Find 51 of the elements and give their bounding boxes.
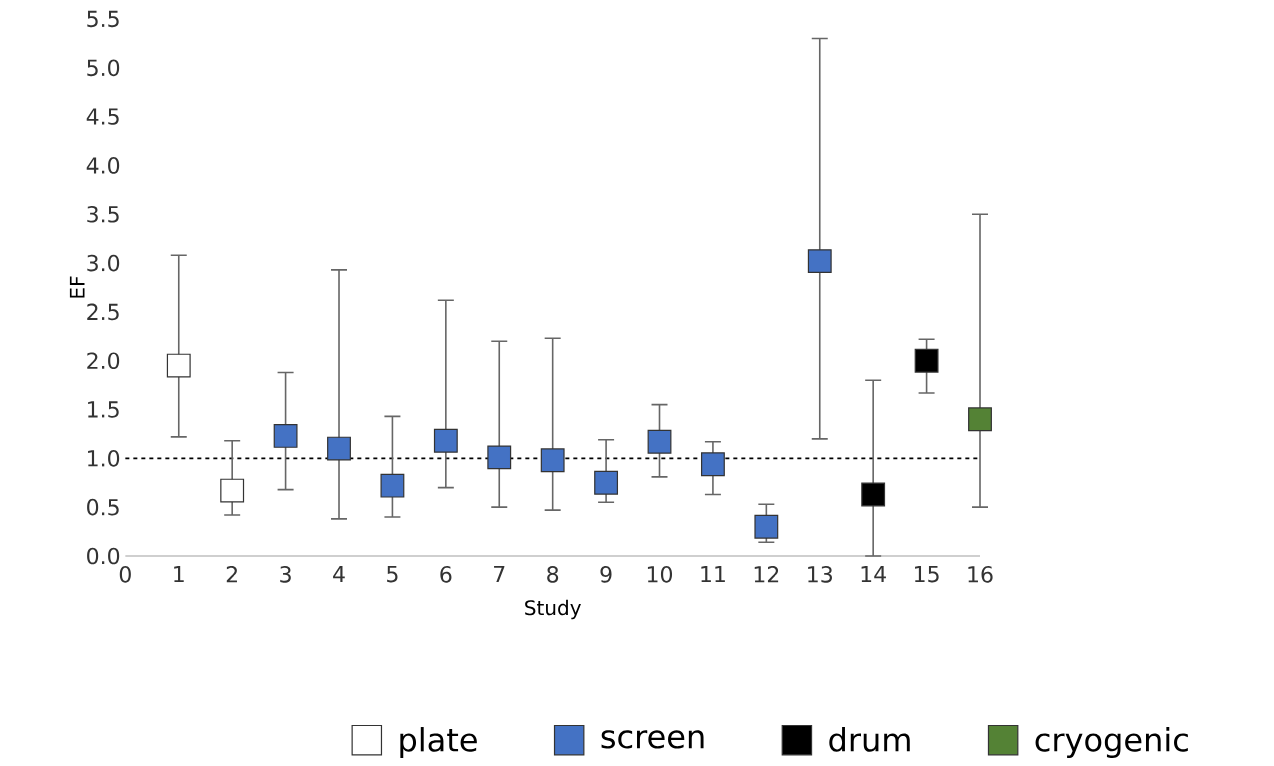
x-tick-label: 1: [174, 566, 184, 583]
y-tick-label: 1.5: [88, 401, 119, 418]
point: [700, 452, 725, 477]
point: [647, 429, 672, 454]
point: [487, 445, 512, 470]
x-tick-label: 4: [333, 566, 345, 583]
legend-label: plate: [400, 727, 477, 758]
x-tick-label: 11: [701, 566, 725, 583]
x-tick-label: 13: [808, 566, 832, 583]
point: [220, 478, 245, 503]
y-axis-title: EF: [69, 276, 85, 298]
point: [166, 353, 191, 378]
legend-label: screen: [601, 730, 704, 749]
y-tick-label: 2.5: [87, 303, 119, 321]
x-tick-label: 7: [494, 566, 505, 583]
x-tick-label: 2: [226, 566, 237, 583]
point: [540, 448, 565, 473]
x-tick-label: 14: [861, 566, 886, 583]
point: [327, 436, 351, 461]
point: [380, 473, 405, 498]
y-tick-label: 3.0: [87, 254, 120, 272]
point: [433, 428, 458, 453]
y-tick-label: 4.5: [86, 108, 119, 125]
legend-label: drum: [829, 727, 910, 752]
point: [914, 348, 939, 373]
y-tick-label: 5.5: [87, 10, 119, 28]
x-tick-label: 12: [754, 566, 779, 583]
x-tick-label: 0: [119, 566, 131, 583]
y-tick-label: 1.0: [88, 450, 120, 467]
point: [807, 249, 832, 274]
x-tick-label: 10: [647, 566, 673, 583]
x-axis-title: Study: [525, 599, 581, 620]
x-tick-label: 15: [915, 566, 939, 583]
x-tick-label: 8: [547, 566, 559, 583]
x-tick-label: 5: [387, 566, 398, 583]
legend-label: cryogenic: [1035, 727, 1188, 758]
y-tick-label: 3.5: [87, 205, 119, 223]
y-tick-label: 2.0: [87, 352, 120, 370]
x-tick-label: 16: [968, 566, 993, 583]
point: [968, 407, 992, 432]
point: [861, 482, 886, 507]
point: [594, 470, 619, 495]
y-tick-label: 4.0: [86, 157, 120, 174]
y-tick-label: 5.0: [87, 59, 120, 77]
point: [273, 423, 298, 448]
y-tick-label: 0.5: [87, 498, 119, 516]
x-tick-label: 9: [600, 566, 612, 583]
point: [754, 514, 779, 539]
y-tick-label: 0.0: [87, 547, 120, 565]
x-tick-label: 6: [440, 566, 452, 583]
x-tick-label: 3: [280, 566, 291, 583]
